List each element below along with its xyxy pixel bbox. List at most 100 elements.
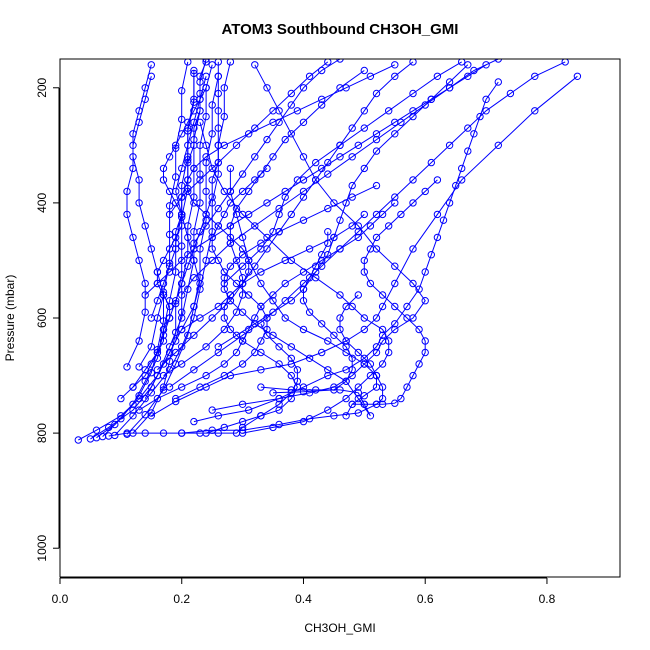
series <box>172 164 271 403</box>
series <box>123 72 156 371</box>
series <box>190 78 502 426</box>
data-point <box>299 297 308 305</box>
data-point <box>354 291 362 299</box>
data-point <box>391 199 399 207</box>
data-point <box>208 406 216 414</box>
data-point <box>178 222 186 230</box>
data-point <box>251 262 259 270</box>
data-point <box>172 348 180 357</box>
data-point <box>184 251 192 259</box>
data-point <box>214 343 223 351</box>
data-point <box>391 279 399 288</box>
data-point <box>135 406 143 414</box>
data-point <box>153 394 162 403</box>
data-point <box>372 89 381 98</box>
data-point <box>214 72 223 81</box>
data-point <box>141 371 149 380</box>
data-point <box>178 256 186 265</box>
data-point <box>208 245 216 253</box>
data-point <box>220 279 229 288</box>
data-point <box>360 124 368 132</box>
data-point <box>123 210 131 219</box>
series-line <box>144 76 207 399</box>
data-point <box>299 153 308 161</box>
data-point <box>141 308 149 316</box>
data-point <box>263 135 271 144</box>
data-point <box>220 360 229 368</box>
data-point <box>202 343 210 351</box>
data-point <box>324 239 332 247</box>
data-point <box>226 291 235 299</box>
x-axis: 0.0 0.2 0.4 0.6 0.8 <box>52 577 556 606</box>
series-line <box>132 64 165 368</box>
data-point <box>342 377 350 385</box>
data-point <box>330 412 338 420</box>
series-line <box>272 231 353 394</box>
data-point <box>153 268 162 276</box>
data-point <box>336 153 344 161</box>
data-point <box>135 392 143 400</box>
data-point <box>184 262 192 270</box>
x-axis-label: CH3OH_GMI <box>304 621 375 635</box>
data-point <box>184 187 192 196</box>
data-point <box>220 112 229 121</box>
data-point <box>263 199 271 207</box>
data-point <box>196 279 204 288</box>
y-tick-label: 600 <box>35 308 49 328</box>
data-point <box>214 141 223 150</box>
data-point <box>202 222 210 230</box>
data-point <box>147 343 156 351</box>
data-point <box>354 348 362 357</box>
data-point <box>330 233 338 242</box>
data-point <box>372 343 381 351</box>
data-point <box>287 210 295 219</box>
data-point <box>385 348 393 357</box>
x-tick-label: 0.6 <box>417 592 434 606</box>
data-point <box>464 147 472 155</box>
data-point <box>141 366 149 374</box>
data-point <box>178 291 186 299</box>
data-point <box>190 256 198 265</box>
data-point <box>348 366 356 374</box>
data-point <box>172 245 180 253</box>
data-point <box>336 325 344 334</box>
series <box>178 61 399 334</box>
data-point <box>202 216 210 224</box>
data-point <box>397 118 405 127</box>
data-point <box>360 325 368 334</box>
data-point <box>172 337 180 345</box>
data-point <box>178 308 186 316</box>
series <box>190 59 344 247</box>
data-point <box>214 158 223 167</box>
data-point <box>190 274 198 282</box>
data-point <box>312 158 320 167</box>
data-point <box>257 412 265 420</box>
data-point <box>330 386 338 394</box>
data-point <box>214 204 223 213</box>
data-point <box>208 233 216 242</box>
data-point <box>208 101 216 109</box>
data-point <box>141 394 149 403</box>
series <box>178 59 502 299</box>
data-point <box>251 222 259 230</box>
data-point <box>147 409 156 417</box>
data-point <box>305 415 314 423</box>
data-point <box>348 181 356 190</box>
series-line <box>150 61 207 319</box>
data-point <box>135 176 143 184</box>
data-point <box>409 59 417 66</box>
data-point <box>147 412 156 420</box>
data-point <box>452 181 460 190</box>
data-point <box>318 95 326 104</box>
data-point <box>159 291 168 299</box>
data-point <box>336 141 344 150</box>
data-point <box>415 325 423 334</box>
data-point <box>220 314 229 322</box>
data-point <box>445 141 454 150</box>
data-point <box>159 337 168 345</box>
data-point <box>421 187 429 196</box>
data-point <box>196 72 204 81</box>
data-point <box>299 325 308 334</box>
y-tick-label: 400 <box>35 193 49 213</box>
